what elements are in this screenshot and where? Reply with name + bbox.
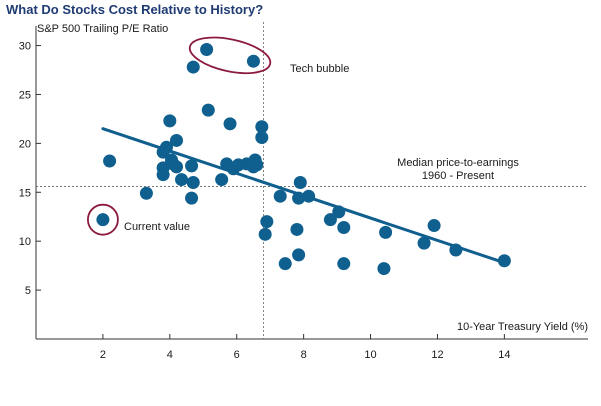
y-tick-label: 30: [19, 41, 31, 53]
data-point: [255, 120, 269, 134]
data-point: [260, 215, 274, 229]
data-point: [302, 189, 316, 203]
current-value-label: Current value: [124, 221, 190, 233]
data-point: [215, 173, 229, 187]
data-point: [337, 257, 351, 271]
data-point: [163, 114, 177, 128]
data-point: [497, 254, 511, 268]
y-tick-label: 20: [19, 138, 31, 150]
x-tick-label: 6: [234, 349, 240, 361]
data-point: [292, 248, 306, 262]
data-point: [292, 191, 306, 205]
x-tick-label: 12: [431, 349, 443, 361]
data-point: [290, 222, 304, 236]
x-tick-label: 10: [364, 349, 376, 361]
data-point: [337, 220, 351, 234]
data-point: [332, 205, 346, 219]
data-point: [175, 173, 189, 187]
data-point: [323, 213, 337, 227]
data-point: [185, 159, 199, 173]
data-point: [427, 219, 441, 233]
data-point: [156, 168, 170, 182]
data-point: [170, 160, 184, 174]
data-point: [258, 227, 272, 241]
data-point: [185, 191, 199, 205]
data-point: [255, 131, 269, 145]
data-point: [250, 158, 264, 172]
y-tick-label: 15: [19, 187, 31, 199]
current-value-callout: [87, 203, 119, 236]
x-tick-label: 2: [100, 349, 106, 361]
data-point: [200, 42, 214, 56]
x-tick-label: 14: [498, 349, 510, 361]
x-tick-label: 8: [301, 349, 307, 361]
data-point: [246, 54, 260, 68]
data-point: [186, 176, 200, 189]
data-point: [223, 117, 237, 131]
data-point: [379, 225, 393, 239]
data-point: [417, 236, 431, 250]
x-tick-label: 4: [167, 349, 173, 361]
data-point: [449, 243, 463, 257]
y-axis-label: S&P 500 Trailing P/E Ratio: [37, 23, 168, 35]
data-point: [377, 262, 391, 276]
data-point: [201, 103, 215, 117]
data-point: [103, 154, 117, 168]
data-point: [293, 176, 307, 189]
data-point: [159, 140, 173, 154]
data-point: [278, 257, 292, 271]
data-point: [96, 213, 110, 227]
chart-title: What Do Stocks Cost Relative to History?: [6, 2, 264, 17]
data-point: [139, 186, 153, 200]
data-point: [273, 189, 287, 203]
y-tick-label: 10: [19, 236, 31, 248]
data-point: [170, 133, 184, 147]
tech-bubble-label: Tech bubble: [290, 63, 349, 75]
y-tick-label: 25: [19, 89, 31, 101]
data-point: [186, 60, 200, 74]
median-label-line1: Median price-to-earnings: [397, 157, 519, 169]
tech-bubble-callout: [188, 36, 272, 75]
median-label-line2: 1960 - Present: [422, 170, 494, 182]
x-axis-label: 10-Year Treasury Yield (%): [457, 321, 588, 333]
y-tick-label: 5: [25, 285, 31, 297]
